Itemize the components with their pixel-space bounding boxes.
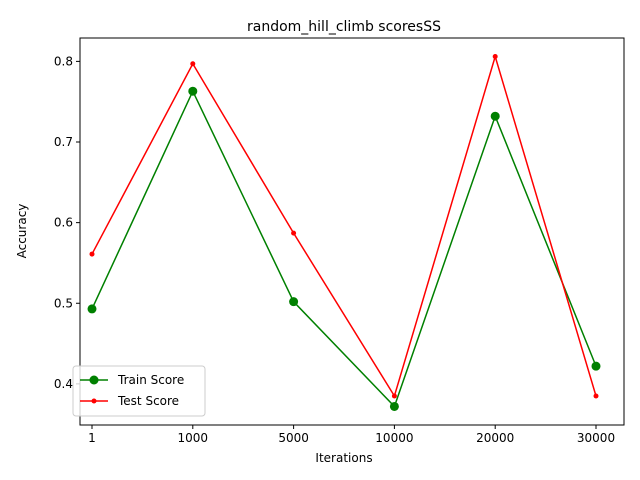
y-axis-label: Accuracy: [15, 204, 29, 259]
x-tick-label: 1: [88, 431, 96, 445]
plot-frame: [79, 37, 625, 426]
y-tick-label: 0.5: [54, 296, 73, 310]
legend-marker: [91, 398, 97, 404]
y-tick-label: 0.4: [54, 377, 73, 391]
data-point: [490, 111, 500, 121]
chart-title: random_hill_climb scoresSS: [247, 19, 441, 35]
data-point: [593, 393, 599, 399]
legend-item: Test Score: [80, 394, 179, 408]
legend: Train Score Test Score: [72, 365, 206, 417]
y-tick-label: 0.8: [54, 54, 73, 68]
data-point: [291, 230, 297, 236]
data-point: [89, 251, 95, 257]
data-point: [87, 304, 97, 314]
x-tick-label: 1000: [178, 431, 209, 445]
legend-label: Test Score: [117, 394, 179, 408]
legend-marker: [89, 375, 99, 385]
legend-label: Train Score: [117, 373, 184, 387]
legend-item: Train Score: [80, 373, 184, 387]
x-tick-label: 30000: [577, 431, 615, 445]
y-tick-label: 0.6: [54, 216, 73, 230]
data-point: [289, 297, 299, 307]
data-point: [389, 401, 399, 411]
series-train-score: [87, 86, 601, 411]
y-tick-label: 0.7: [54, 135, 73, 149]
x-tick-label: 10000: [375, 431, 413, 445]
legend-box: [72, 365, 206, 417]
plot-area: [79, 37, 625, 426]
x-tick-label: 5000: [278, 431, 309, 445]
data-point: [492, 54, 498, 60]
data-point: [391, 393, 397, 399]
series-line: [91, 53, 597, 398]
series-test-score: [89, 53, 599, 399]
x-axis-label: Iterations: [315, 451, 372, 465]
series-line: [91, 89, 597, 408]
x-axis: 1 1000 5000 10000 20000 30000: [88, 425, 615, 445]
x-tick-label: 20000: [476, 431, 514, 445]
data-point: [591, 361, 601, 371]
data-point: [190, 61, 196, 67]
data-point: [188, 86, 198, 96]
y-axis: 0.4 0.5 0.6 0.7 0.8: [54, 54, 80, 391]
